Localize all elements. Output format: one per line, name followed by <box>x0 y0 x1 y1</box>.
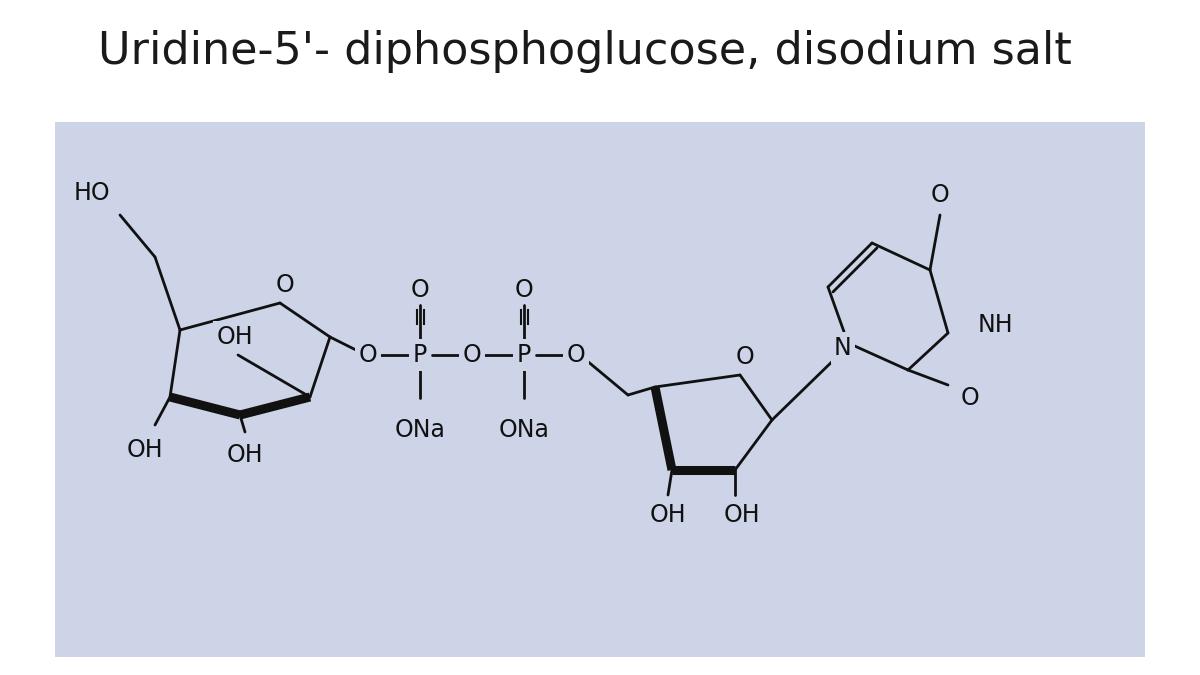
Text: O: O <box>515 278 533 302</box>
Text: OH: OH <box>724 503 761 527</box>
Text: Uridine-5'- diphosphoglucose, disodium salt: Uridine-5'- diphosphoglucose, disodium s… <box>98 30 1072 73</box>
Text: OH: OH <box>127 438 163 462</box>
Text: O: O <box>463 343 481 367</box>
Text: O: O <box>961 386 979 410</box>
Text: OH: OH <box>227 443 263 467</box>
Text: NH: NH <box>978 313 1014 337</box>
Text: O: O <box>410 278 430 302</box>
Text: P: P <box>413 343 427 367</box>
Text: OH: OH <box>217 325 253 349</box>
Text: P: P <box>517 343 532 367</box>
Text: O: O <box>359 343 377 367</box>
Text: N: N <box>834 336 852 360</box>
Bar <box>55 122 1145 657</box>
Text: O: O <box>736 345 755 369</box>
Text: O: O <box>566 343 586 367</box>
Text: ONa: ONa <box>498 418 550 442</box>
Text: O: O <box>276 273 294 297</box>
Text: ONa: ONa <box>395 418 445 442</box>
Text: OH: OH <box>649 503 686 527</box>
Text: O: O <box>931 183 949 207</box>
Text: HO: HO <box>73 181 110 205</box>
